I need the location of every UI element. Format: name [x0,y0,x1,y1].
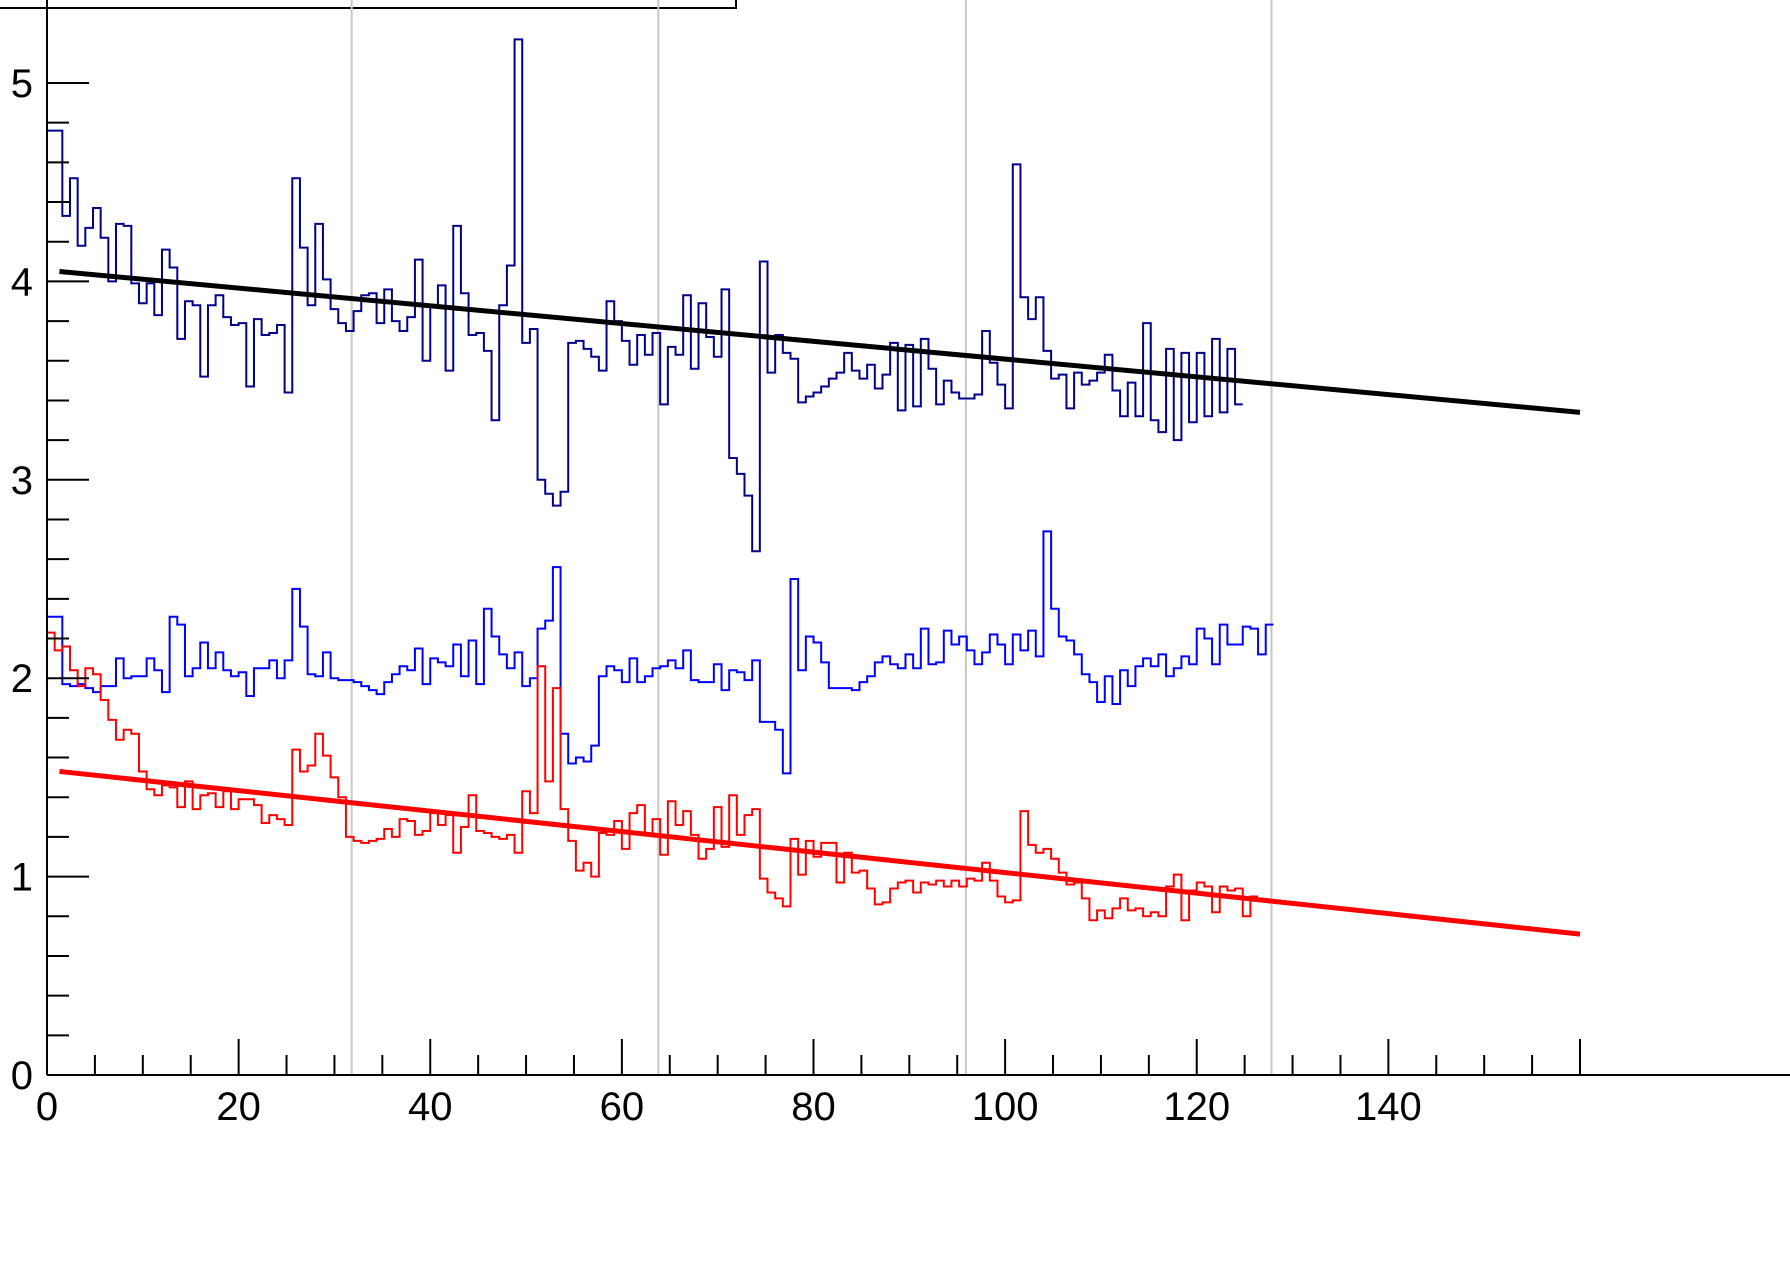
series-2-histogram [47,631,1259,922]
y-tick-label: 5 [11,62,33,106]
y-tick-label: 0 [11,1054,33,1098]
y-tick-label: 4 [11,260,33,304]
x-tick-label: 140 [1355,1085,1422,1129]
x-tick-label: 20 [216,1085,261,1129]
plot-area [47,38,1581,937]
x-tick-label: 100 [972,1085,1039,1129]
series-0-histogram [47,38,1243,553]
x-tick-label: 60 [600,1085,645,1129]
legend-box [0,0,737,9]
y-tick-label: 3 [11,459,33,503]
x-tick-label: 80 [791,1085,836,1129]
y-tick-label: 2 [11,657,33,701]
series-1-histogram [47,530,1274,775]
x-tick-label: 0 [36,1085,58,1129]
series-3-fit-line [59,268,1581,415]
x-tick-label: 120 [1163,1085,1230,1129]
reference-lines [46,0,1273,1075]
tick-labels: 0 1 2 3 4 5 0 20 40 60 80 100 120 140 [11,62,1422,1129]
axes [46,0,1790,1076]
series-4-fit-line [59,768,1581,937]
y-tick-label: 1 [11,856,33,900]
x-tick-label: 40 [408,1085,453,1129]
